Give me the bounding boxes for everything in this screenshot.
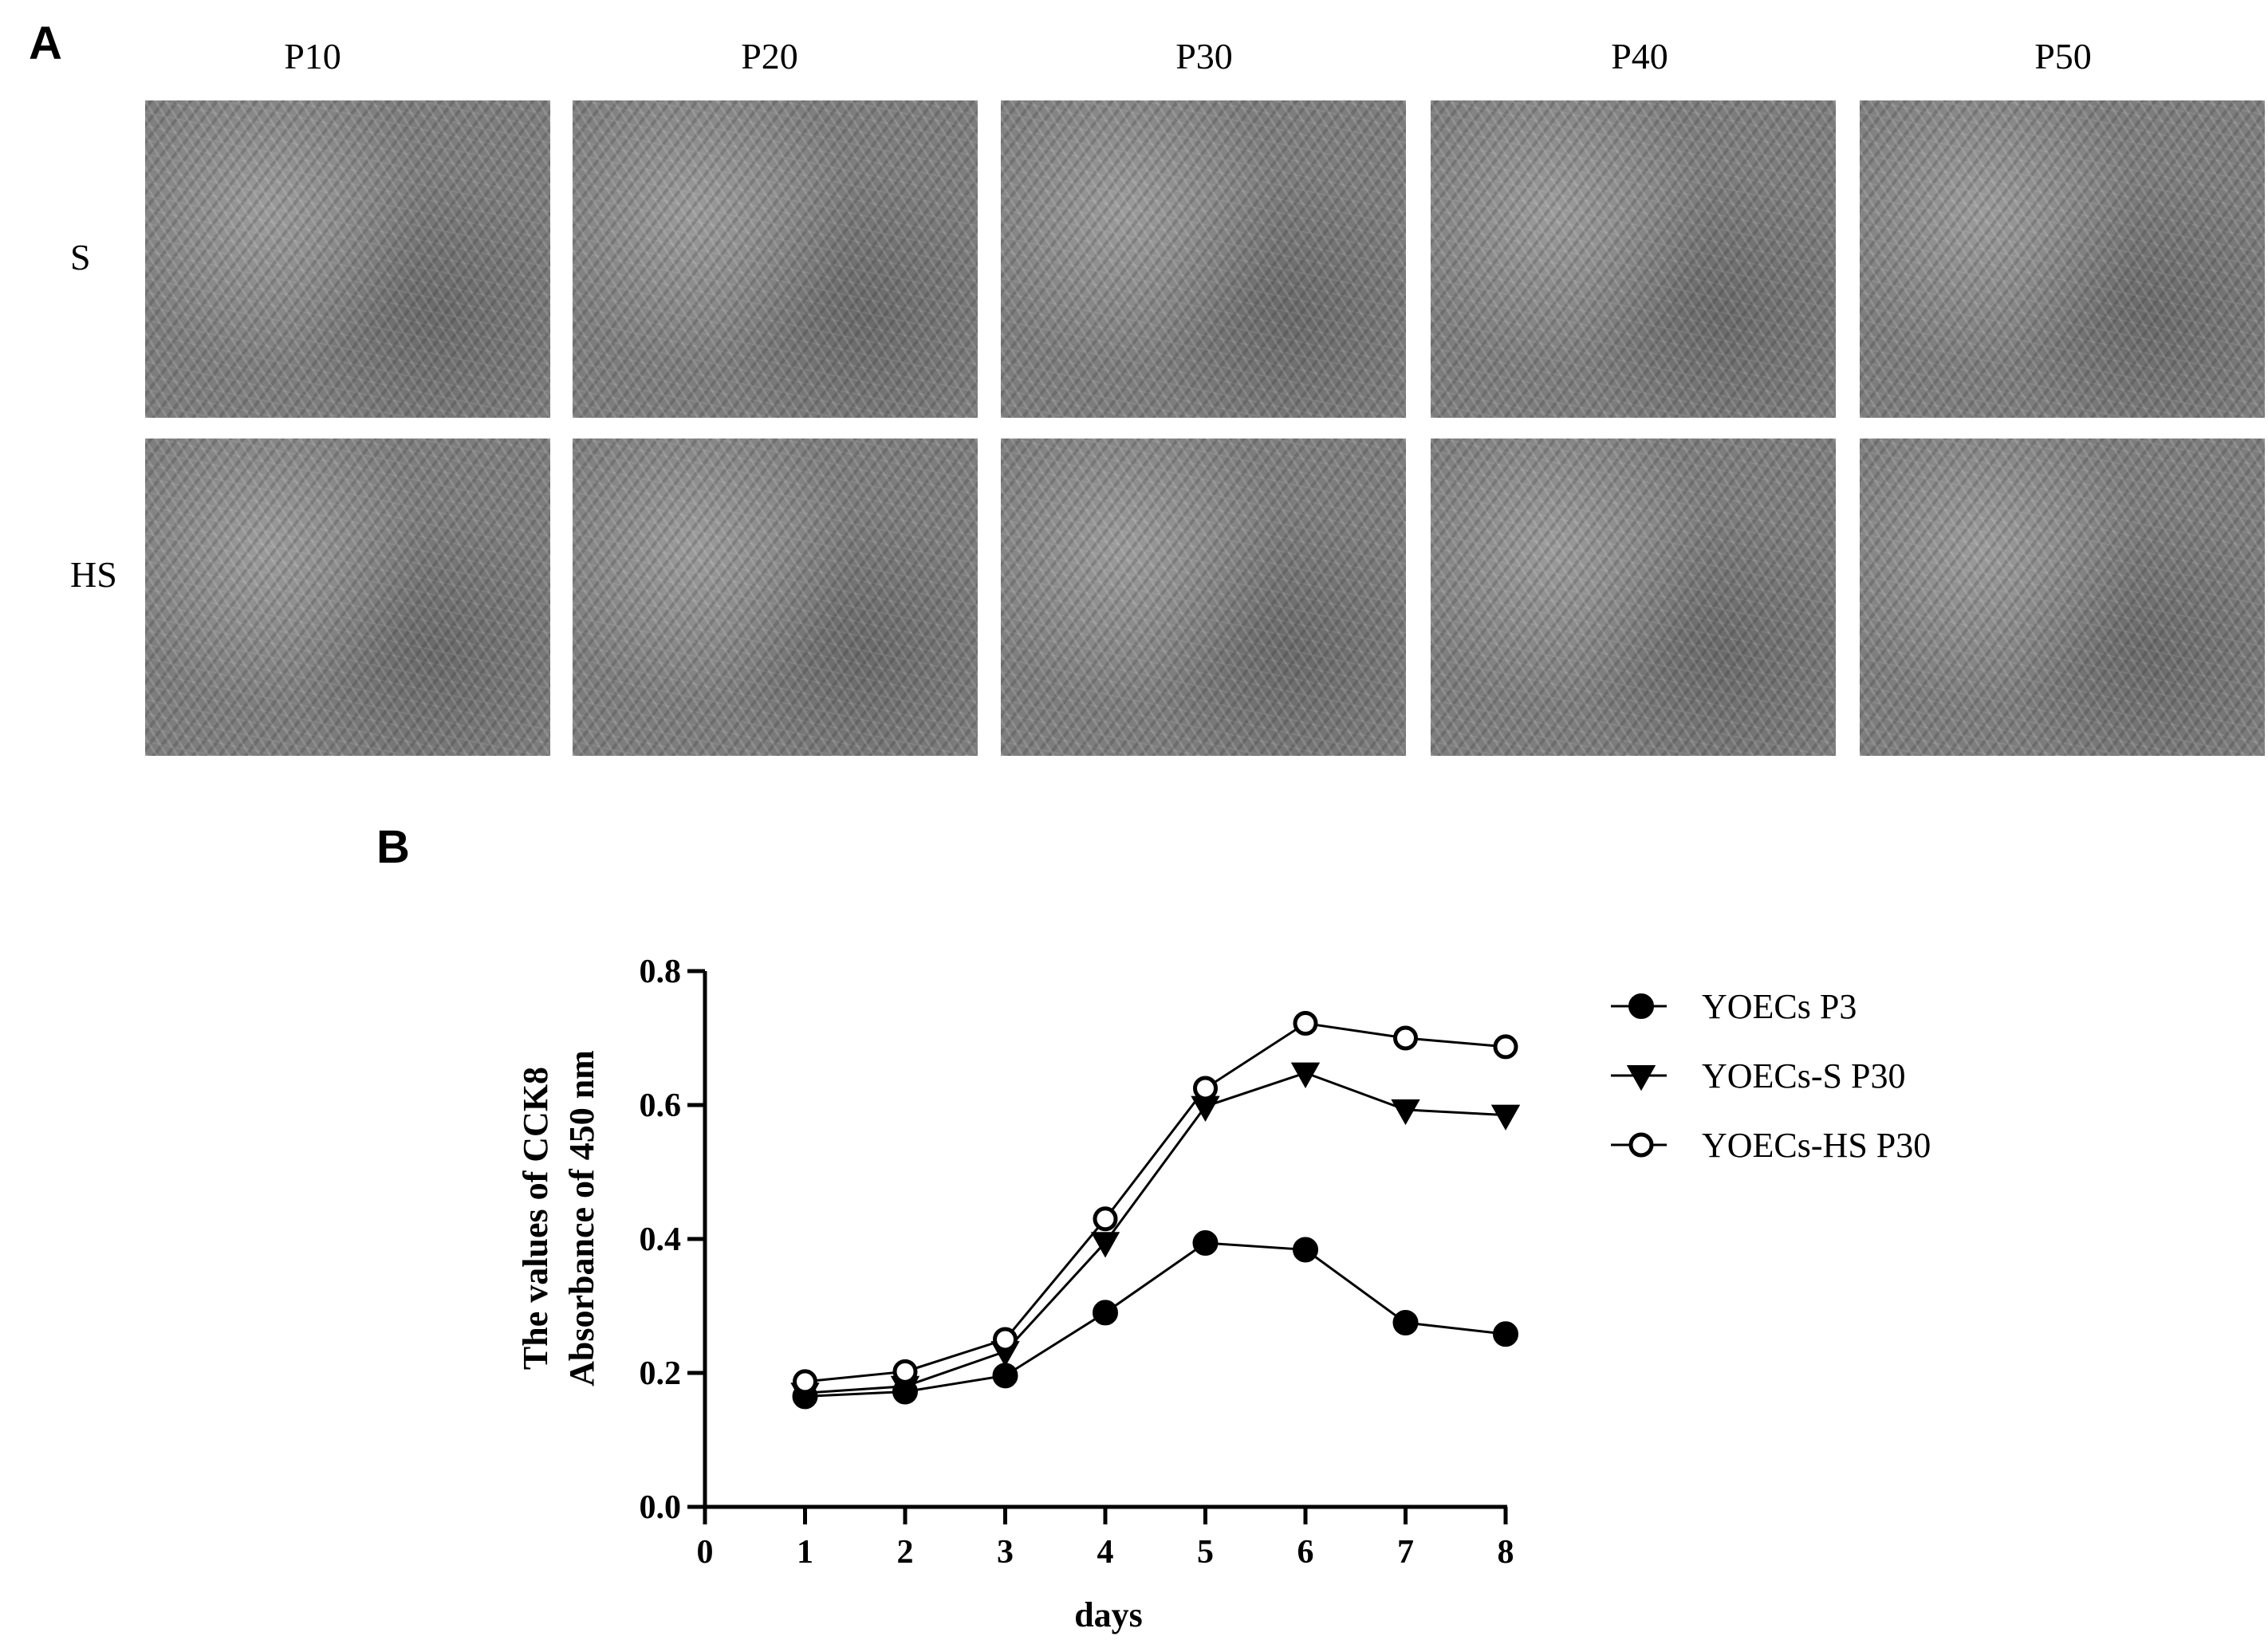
- axes: 0.0 0.2 0.4 0.6 0.8 0 1 2 3 4 5 6 7 8: [640, 954, 1514, 1571]
- data-point: [1290, 1062, 1321, 1088]
- row-label-s: S: [70, 237, 91, 277]
- legend-marker: [1626, 1065, 1656, 1091]
- row-label-hs: HS: [70, 554, 117, 595]
- data-point: [1392, 1310, 1419, 1335]
- legend-entry-1: YOECs P3: [1611, 987, 1857, 1026]
- data-point: [892, 1359, 918, 1384]
- x-tick-label: 4: [1097, 1534, 1114, 1571]
- series-2-markers: [790, 1062, 1521, 1409]
- column-label-p10: P10: [284, 36, 341, 77]
- series-layer: [790, 1011, 1521, 1410]
- data-point: [1093, 1206, 1118, 1232]
- column-label-p20: P20: [741, 36, 798, 77]
- x-tick-label: 7: [1397, 1534, 1414, 1571]
- x-tick-label: 8: [1498, 1534, 1514, 1571]
- panel-a-letter: A: [29, 18, 62, 69]
- y-tick-label: 0.4: [640, 1221, 682, 1258]
- data-point: [1090, 1232, 1120, 1258]
- data-point: [1293, 1237, 1318, 1263]
- series-line: [805, 1072, 1506, 1394]
- data-point: [1393, 1025, 1418, 1051]
- micrograph-hs-p40: [1431, 439, 1836, 756]
- legend-marker: [1628, 1132, 1654, 1158]
- micrograph-s-p40: [1431, 100, 1836, 418]
- series-line: [805, 1021, 1506, 1383]
- x-tick-label: 1: [797, 1534, 813, 1571]
- micrograph-s-p30: [1001, 100, 1406, 418]
- y-axis-title-line-2: Absorbance of 450 nm: [562, 1050, 601, 1386]
- legend-label: YOECs-S P30: [1702, 1056, 1906, 1095]
- y-axis-title-line-1: The values of CCK8: [516, 1067, 555, 1370]
- y-tick-label: 0.6: [640, 1087, 682, 1124]
- column-label-p30: P30: [1175, 36, 1233, 77]
- x-tick-label: 6: [1297, 1534, 1314, 1571]
- column-label-p40: P40: [1611, 36, 1668, 77]
- y-tick-label: 0.0: [640, 1489, 682, 1526]
- legend-entry-2: YOECs-S P30: [1611, 1056, 1906, 1095]
- micrograph-hs-p50: [1860, 439, 2265, 756]
- x-tick-label: 5: [1197, 1534, 1214, 1571]
- data-point: [1493, 1321, 1518, 1347]
- legend-label: YOECs-HS P30: [1702, 1126, 1931, 1165]
- data-point: [1391, 1099, 1420, 1126]
- micrograph-hs-p30: [1001, 439, 1406, 756]
- x-tick-label: 2: [897, 1534, 914, 1571]
- legend: YOECs P3 YOECs-S P30 YOECs-HS P30: [1611, 987, 1931, 1165]
- x-tick-label: 0: [697, 1534, 714, 1571]
- data-point: [1493, 1034, 1518, 1060]
- data-point: [1192, 1230, 1219, 1257]
- data-point: [1490, 1104, 1521, 1131]
- data-point: [993, 1327, 1018, 1352]
- data-point: [1093, 1300, 1118, 1326]
- data-point: [793, 1369, 817, 1394]
- data-point: [1293, 1011, 1318, 1036]
- legend-label: YOECs P3: [1702, 987, 1857, 1026]
- series-3: [805, 1021, 1506, 1383]
- legend-entry-3: YOECs-HS P30: [1611, 1126, 1931, 1165]
- y-tick-label: 0.2: [640, 1355, 682, 1392]
- micrograph-s-p20: [573, 100, 978, 418]
- micrograph-s-p50: [1860, 100, 2265, 418]
- micrograph-hs-p10: [145, 439, 550, 756]
- series-line: [805, 1241, 1506, 1398]
- y-tick-label: 0.8: [640, 954, 682, 990]
- x-axis-title: days: [1074, 1595, 1143, 1634]
- data-point: [992, 1363, 1018, 1389]
- micrograph-hs-p20: [573, 439, 978, 756]
- data-point: [1193, 1076, 1218, 1101]
- series-3-markers: [793, 1011, 1518, 1394]
- series-2: [805, 1072, 1506, 1394]
- x-tick-label: 3: [997, 1534, 1014, 1571]
- column-label-p50: P50: [2034, 36, 2092, 77]
- legend-marker: [1628, 993, 1654, 1019]
- series-1: [805, 1241, 1506, 1398]
- panel-b-letter: B: [376, 821, 410, 873]
- micrograph-s-p10: [145, 100, 550, 418]
